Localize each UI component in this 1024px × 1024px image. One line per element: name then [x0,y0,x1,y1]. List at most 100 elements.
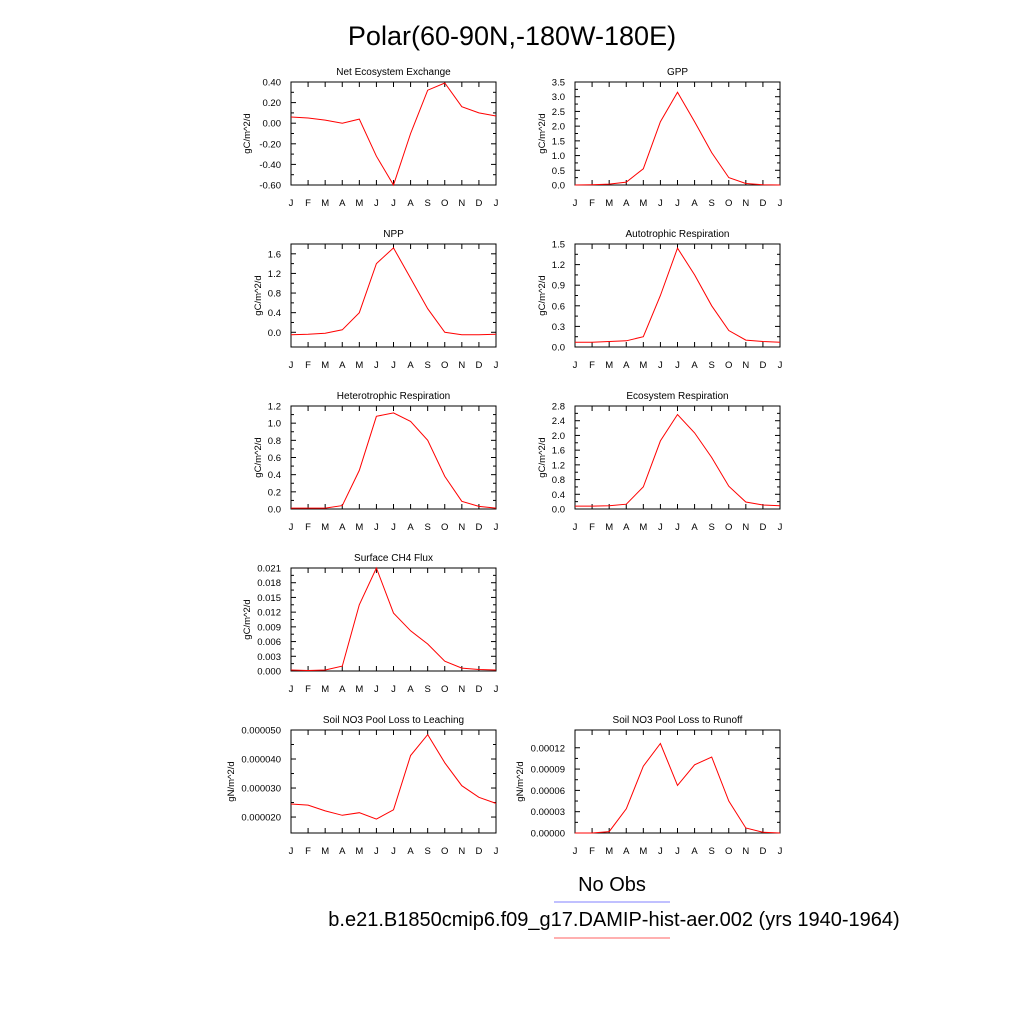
x-tick-label: F [305,360,311,371]
x-tick-label: M [639,360,647,371]
y-tick-label: 0.000 [257,667,281,678]
x-tick-label: M [355,198,363,209]
x-tick-label: F [305,522,311,533]
x-tick-label: M [605,360,613,371]
panel-title: Heterotrophic Respiration [337,391,450,402]
panel-title: Surface CH4 Flux [354,553,433,564]
y-tick-label: 0.009 [257,622,281,633]
y-tick-label: 0.018 [257,578,281,589]
x-tick-label: S [708,198,714,209]
y-tick-label: -0.60 [259,181,281,192]
x-tick-label: J [573,846,578,857]
x-tick-label: S [424,846,430,857]
x-tick-label: M [355,360,363,371]
x-tick-label: F [589,846,595,857]
y-tick-label: 1.2 [552,460,565,471]
y-tick-label: 0.0 [268,505,281,516]
y-tick-label: 1.2 [268,402,281,413]
x-tick-label: J [675,846,680,857]
x-tick-label: D [475,198,482,209]
x-tick-label: M [321,846,329,857]
y-tick-label: -0.40 [259,160,281,171]
x-tick-label: M [639,198,647,209]
plot-frame [290,405,497,510]
x-tick-label: J [391,198,396,209]
y-tick-label: 2.8 [552,402,565,413]
x-tick-label: A [691,360,698,371]
panel-title: Net Ecosystem Exchange [336,67,451,78]
y-axis-label: gC/m^2/d [537,275,548,315]
x-tick-label: J [494,846,499,857]
x-tick-label: M [355,684,363,695]
panel-title: Soil NO3 Pool Loss to Leaching [323,715,464,726]
y-axis-label: gC/m^2/d [537,437,548,477]
y-tick-label: 3.0 [552,92,565,103]
y-tick-label: 2.4 [552,416,565,427]
y-tick-label: 1.5 [552,136,565,147]
x-tick-label: J [778,522,783,533]
x-tick-label: J [494,522,499,533]
x-tick-label: J [374,684,379,695]
x-tick-label: J [675,522,680,533]
y-axis-label: gC/m^2/d [537,113,548,153]
x-tick-label: N [742,522,749,533]
x-tick-label: A [339,198,346,209]
y-axis-label: gN/m^2/d [226,761,237,801]
y-tick-label: 0.8 [268,289,281,300]
y-tick-label: 1.0 [268,419,281,430]
page-title: Polar(60-90N,-180W-180E) [348,21,676,51]
y-tick-label: 0.000040 [241,755,281,766]
x-tick-label: D [475,360,482,371]
y-tick-label: 0.0 [268,328,281,339]
series-line [575,246,781,343]
x-tick-label: A [407,198,414,209]
y-tick-label: 1.2 [552,260,565,271]
y-tick-label: 0.00012 [531,743,565,754]
y-tick-label: 0.5 [552,166,565,177]
x-tick-label: J [374,846,379,857]
y-tick-label: 0.40 [263,78,282,89]
x-tick-label: A [407,846,414,857]
y-tick-label: 0.2 [268,487,281,498]
x-tick-label: J [658,198,663,209]
x-tick-label: M [605,198,613,209]
x-tick-label: J [289,360,294,371]
plot-frame [290,81,497,186]
x-tick-label: J [494,684,499,695]
series-line [575,413,781,507]
x-tick-label: D [475,684,482,695]
x-tick-label: A [407,360,414,371]
x-tick-label: J [289,522,294,533]
plot-frame [290,729,497,834]
x-tick-label: O [441,198,448,209]
x-tick-label: S [708,522,714,533]
x-tick-label: J [573,198,578,209]
x-tick-label: M [639,846,647,857]
y-tick-label: 0.00009 [531,765,565,776]
series-line [290,247,497,336]
x-tick-label: J [374,198,379,209]
y-tick-label: 0.00 [263,119,282,130]
y-tick-label: 0.012 [257,608,281,619]
series-line [574,91,781,186]
series-line [290,733,497,820]
y-tick-label: 1.5 [552,240,565,251]
panel-title: Ecosystem Respiration [626,391,728,402]
x-tick-label: A [339,846,346,857]
y-axis-label: gC/m^2/d [253,275,264,315]
y-tick-label: 0.9 [552,281,565,292]
x-tick-label: A [339,522,346,533]
y-tick-label: 0.3 [552,322,565,333]
plot-frame [574,729,781,834]
y-tick-label: 1.6 [552,446,565,457]
plot-frame [574,405,781,510]
y-tick-label: -0.20 [259,139,281,150]
y-tick-label: 0.6 [552,301,565,312]
x-tick-label: N [458,522,465,533]
x-tick-label: J [658,522,663,533]
x-tick-label: J [391,360,396,371]
